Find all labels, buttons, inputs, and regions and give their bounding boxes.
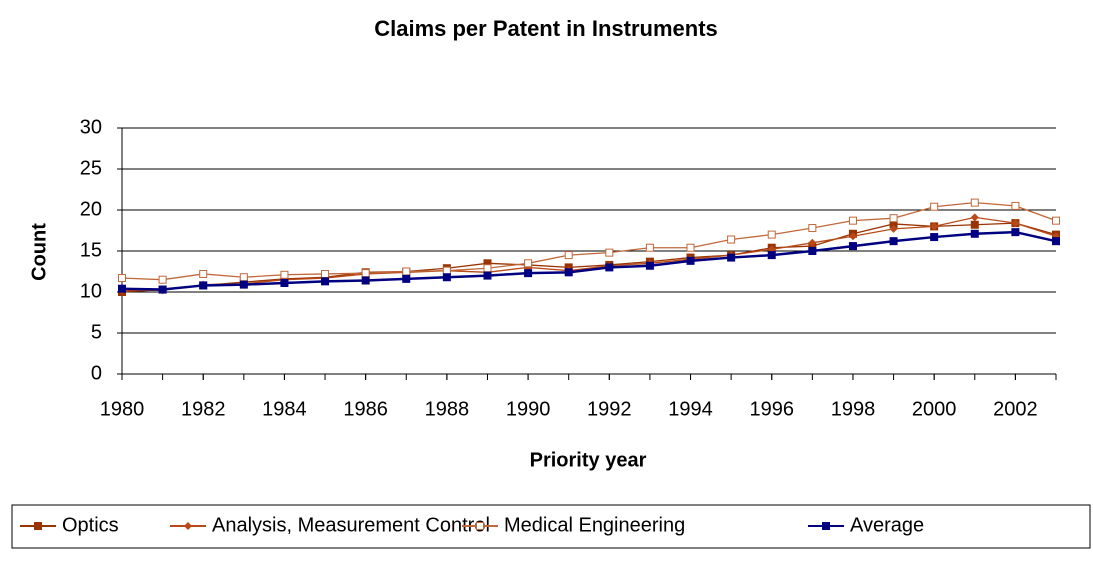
marker [930,222,939,231]
marker [361,276,370,285]
chart-title: Claims per Patent in Instruments [374,16,718,41]
marker [767,230,776,239]
x-tick-label: 2002 [993,398,1038,420]
marker [402,267,411,276]
marker [645,243,654,252]
x-tick-label: 1982 [181,398,226,420]
series-line [121,222,1057,293]
x-tick-label: 1998 [831,398,876,420]
marker [822,522,830,530]
y-axis-label: Count [28,223,50,281]
marker [686,243,695,252]
marker [524,259,533,268]
marker [483,259,492,268]
marker [524,269,533,278]
marker [970,220,979,229]
x-tick-label: 1984 [262,398,307,420]
marker [118,284,126,293]
marker [970,229,979,238]
x-tick-label: 1988 [425,398,470,420]
series-line [122,216,1057,292]
marker [848,216,857,225]
series-line [121,201,1057,281]
legend-label: Medical Engineering [504,514,685,536]
x-tick-label: 1994 [668,398,713,420]
marker [889,214,898,223]
marker [1052,237,1060,246]
marker [321,277,330,286]
marker [970,198,979,207]
marker [686,256,695,265]
marker [645,261,654,270]
marker [280,278,289,287]
x-axis-label: Priority year [530,449,647,471]
marker [442,273,451,282]
marker [280,270,289,279]
marker [239,273,248,282]
x-tick-label: 1990 [506,398,551,420]
x-tick-label: 2000 [912,398,957,420]
marker [605,248,614,257]
marker [184,522,192,530]
marker [848,242,857,251]
marker [605,263,614,272]
y-tick-label: 30 [80,116,102,138]
marker [321,269,330,278]
marker [848,232,857,241]
marker [889,224,898,233]
legend-label: Optics [62,514,119,536]
marker [118,274,126,283]
y-tick-label: 15 [80,239,102,261]
y-tick-label: 5 [91,321,102,343]
marker [442,266,451,275]
marker [727,253,736,262]
y-tick-label: 25 [80,157,102,179]
x-tick-label: 1986 [343,398,388,420]
marker [1011,201,1020,210]
marker [158,275,167,284]
legend-label: Analysis, Measurement Control [212,514,490,536]
marker [402,274,411,283]
marker [889,237,898,246]
marker [808,238,817,247]
marker [564,251,573,260]
x-tick-label: 1992 [587,398,632,420]
marker [930,202,939,211]
marker [808,224,817,233]
marker [158,285,167,294]
y-tick-label: 20 [80,198,102,220]
marker [767,251,776,260]
marker [361,269,370,278]
marker [1052,216,1060,225]
legend-box [11,504,1091,549]
y-tick-label: 0 [91,362,102,384]
x-tick-label: 1980 [100,398,145,420]
marker [889,219,898,228]
legend-label: Average [850,514,924,536]
marker [1011,219,1020,228]
marker [483,271,492,280]
marker [930,233,939,242]
y-tick-label: 10 [80,280,102,302]
marker [1011,228,1020,237]
x-tick-label: 1996 [749,398,794,420]
marker [808,247,817,255]
marker [564,268,573,277]
marker [970,213,979,222]
marker [199,281,208,290]
marker [239,280,248,289]
marker [476,522,484,530]
marker [483,264,492,273]
marker [199,269,208,278]
marker [727,235,736,244]
marker [34,522,42,530]
series-line [121,230,1057,291]
